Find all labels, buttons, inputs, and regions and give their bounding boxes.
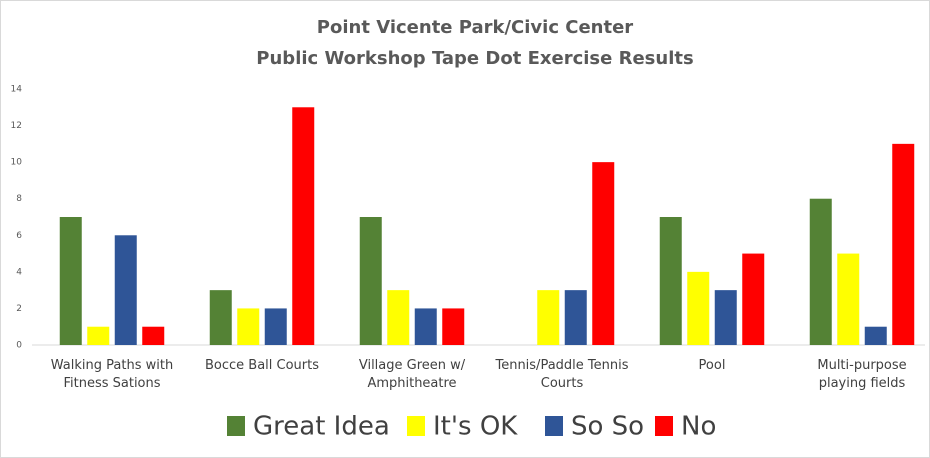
- bar: [837, 253, 860, 345]
- y-tick-label: 8: [16, 194, 22, 204]
- x-tick-label: Tennis/Paddle Tennis Courts: [495, 358, 629, 391]
- y-tick-label: 2: [16, 304, 22, 314]
- legend-swatch: [545, 416, 563, 436]
- y-tick-label: 12: [11, 121, 22, 131]
- bar: [59, 217, 82, 345]
- bar: [359, 217, 382, 345]
- x-tick-label: Walking Paths with Fitness Sations: [50, 358, 174, 391]
- bar: [442, 308, 465, 345]
- legend-swatch: [407, 416, 425, 436]
- bar: [414, 308, 437, 345]
- y-tick-label: 14: [11, 85, 23, 95]
- bar: [537, 290, 560, 345]
- bar: [659, 217, 682, 345]
- chart-subtitle: Public Workshop Tape Dot Exercise Result…: [256, 48, 693, 69]
- x-tick-label: Bocce Ball Courts: [204, 358, 320, 373]
- legend-label: It's OK: [433, 412, 518, 442]
- bar: [742, 253, 765, 345]
- legend-label: No: [681, 412, 716, 442]
- y-tick-label: 4: [16, 267, 22, 277]
- bar: [292, 107, 315, 346]
- bar: [892, 143, 915, 345]
- chart-title: Point Vicente Park/Civic Center: [317, 17, 634, 38]
- y-tick-label: 0: [16, 341, 22, 351]
- bar: [564, 290, 587, 345]
- bar: [114, 235, 137, 345]
- x-tick-label: Village Green w/ Amphitheatre: [358, 358, 466, 391]
- bar: [264, 308, 287, 345]
- legend-label: So So: [571, 412, 644, 442]
- legend-swatch: [227, 416, 245, 436]
- bar: [864, 326, 887, 345]
- x-tick-label: Multi-purpose playing fields: [817, 358, 907, 391]
- legend-swatch: [655, 416, 673, 436]
- bar: [387, 290, 410, 345]
- bar: [209, 290, 232, 345]
- bar: [714, 290, 737, 345]
- x-tick-label: Pool: [698, 358, 726, 373]
- y-tick-label: 10: [11, 158, 23, 168]
- y-tick-label: 6: [16, 231, 22, 241]
- bar: [687, 271, 710, 345]
- legend-label: Great Idea: [253, 412, 390, 442]
- bar: [237, 308, 260, 345]
- bar: [592, 162, 615, 345]
- bar: [142, 326, 165, 345]
- bar: [87, 326, 110, 345]
- bar: [809, 198, 832, 345]
